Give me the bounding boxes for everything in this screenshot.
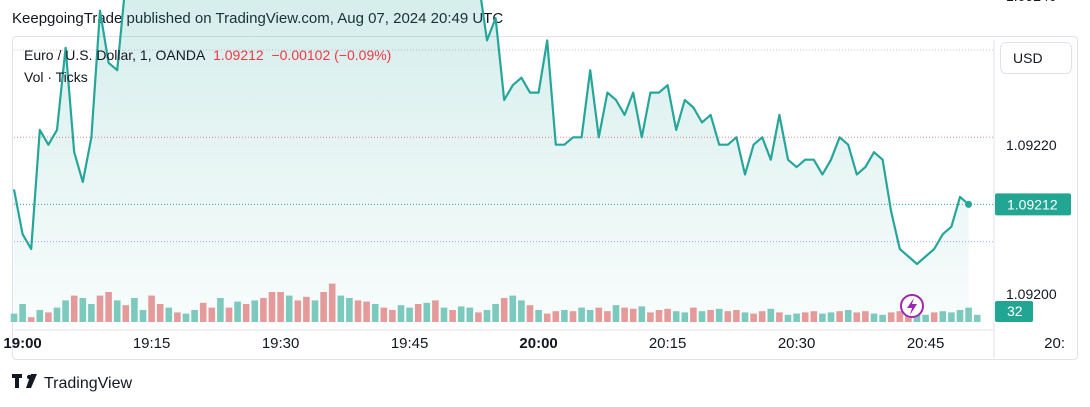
last-volume-label: 32 (1007, 303, 1023, 319)
time-tick-label: 19:30 (262, 335, 300, 352)
time-tick-label: 20:45 (907, 335, 945, 352)
brand-name: TradingView (44, 374, 133, 392)
currency-button[interactable]: USD (1000, 42, 1072, 74)
symbol-name[interactable]: Euro / U.S. Dollar, 1, OANDA (24, 47, 206, 63)
time-tick-label: 20:15 (649, 335, 687, 352)
last-price: 1.09212 (213, 47, 264, 63)
time-tick-label: 19:15 (133, 335, 171, 352)
price-chart[interactable]: 1.092601.092401.092201.092001.092123219:… (0, 0, 1090, 370)
tradingview-logo-icon (12, 374, 38, 393)
time-tick-label: 20:00 (519, 335, 557, 352)
lightning-icon-bolt (907, 298, 917, 315)
last-price-badge (995, 193, 1071, 216)
time-tick-label: 19:45 (391, 335, 429, 352)
chart-panel[interactable] (12, 36, 1078, 360)
time-tick-label: 19:00 (3, 335, 41, 352)
last-volume-badge (995, 301, 1033, 322)
price-tick-label: 1.09200 (1006, 286, 1057, 302)
price-tick-label: 1.09220 (1006, 137, 1057, 153)
price-tick-label: 1.09240 (1006, 0, 1057, 4)
last-price-dot (965, 200, 973, 208)
tradingview-footer[interactable]: TradingView (12, 374, 132, 393)
last-price-label: 1.09212 (1007, 196, 1058, 212)
symbol-legend: Euro / U.S. Dollar, 1, OANDA 1.09212 −0.… (24, 46, 391, 86)
volume-legend[interactable]: Vol · Ticks (24, 69, 88, 85)
volume-bar (973, 314, 981, 322)
price-area (14, 0, 969, 322)
price-line[interactable] (12, 0, 970, 266)
time-tick-label: 20: (1044, 335, 1065, 352)
price-change: −0.00102 (−0.09%) (271, 47, 392, 63)
time-tick-label: 20:30 (778, 335, 816, 352)
